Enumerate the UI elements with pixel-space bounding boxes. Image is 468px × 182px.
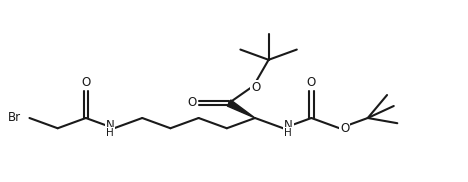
- Text: Br: Br: [8, 112, 22, 124]
- Text: O: O: [187, 96, 197, 110]
- Text: N: N: [284, 119, 292, 132]
- Text: O: O: [81, 76, 90, 90]
- Text: H: H: [106, 128, 114, 138]
- Polygon shape: [227, 100, 255, 118]
- Text: N: N: [106, 119, 114, 132]
- Text: H: H: [285, 128, 292, 138]
- Text: O: O: [251, 81, 260, 94]
- Text: O: O: [340, 122, 349, 135]
- Text: O: O: [307, 76, 316, 90]
